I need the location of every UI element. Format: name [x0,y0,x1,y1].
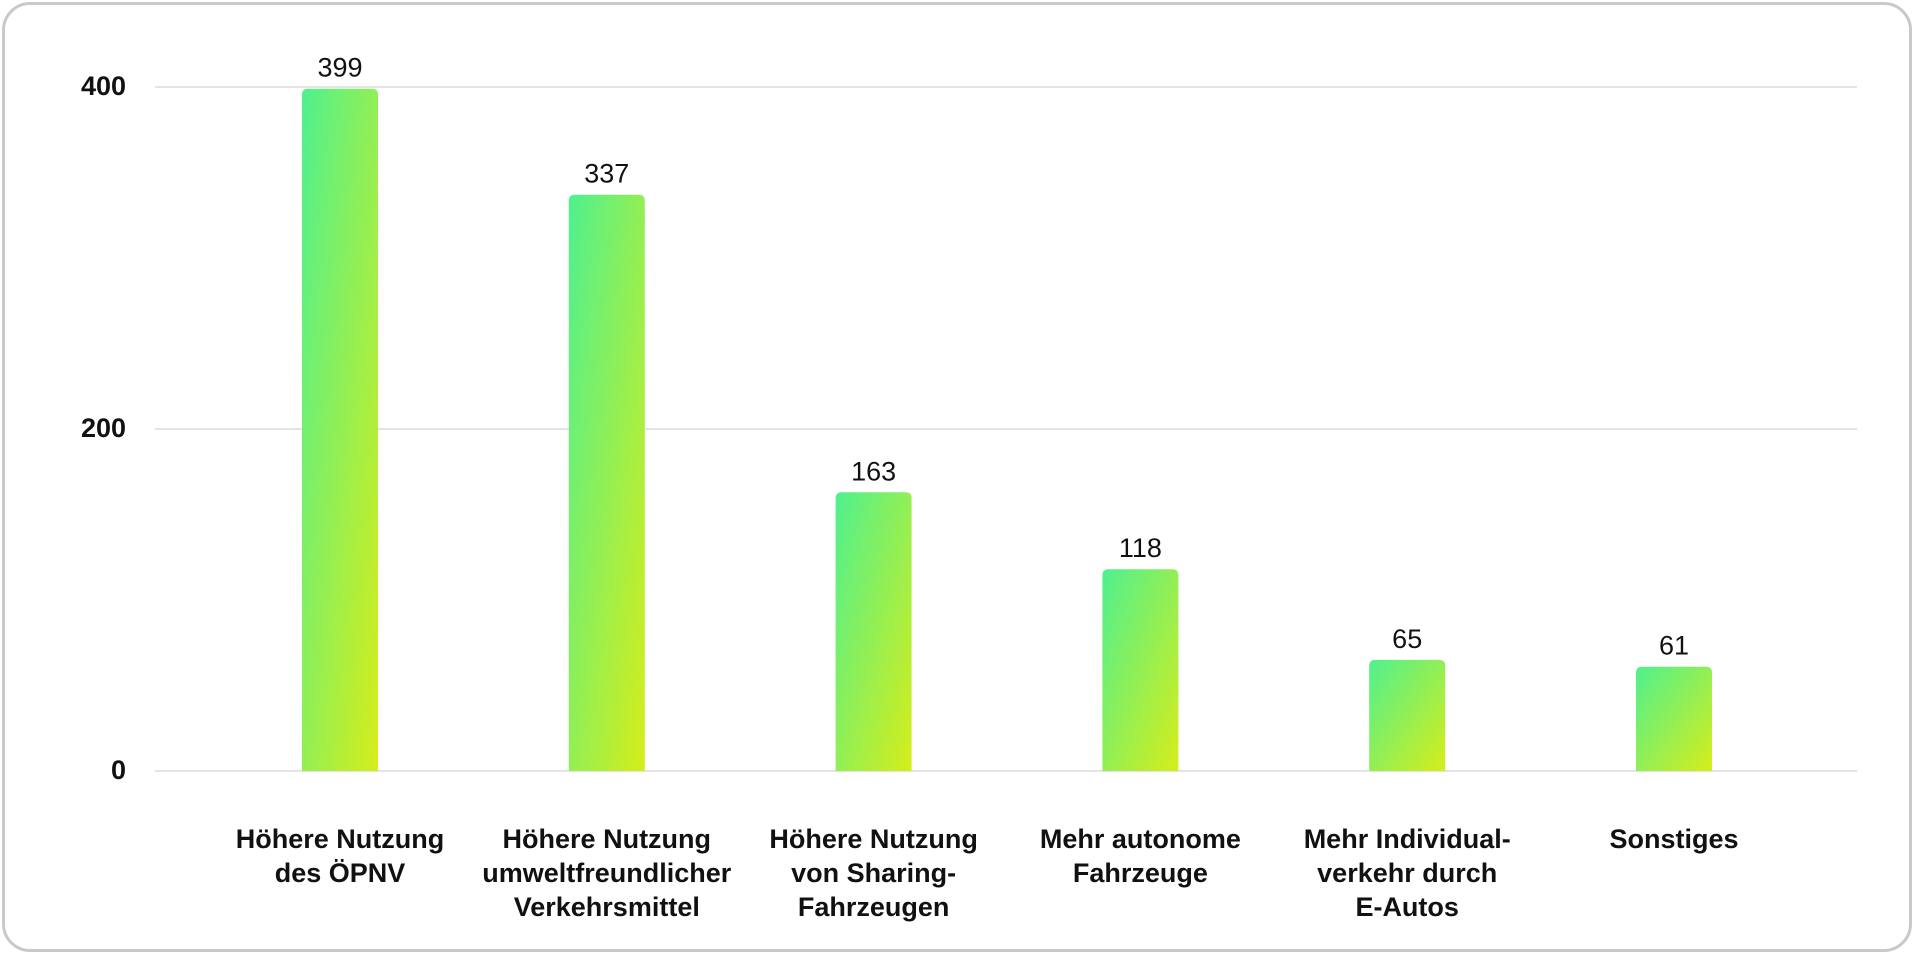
category-label: Höhere Nutzung von Sharing-Fahrzeugen [769,824,978,922]
bar-value-label: 118 [1119,533,1162,563]
category-label: Mehr autonome Fahrzeuge [1040,824,1241,888]
bar-value-label: 61 [1659,631,1689,661]
category-labels: Höhere Nutzung des ÖPNV Höhere Nutzung umwe… [236,824,1739,922]
category-label: Höhere Nutzung umweltfreundlicher Verkehrs… [482,824,732,922]
category-label: Höhere Nutzung des ÖPNV [236,824,445,888]
bars [302,88,1712,772]
category-label: Mehr Individual-verkehr durch E-Autos [1304,824,1511,922]
bar [835,492,912,771]
grid-lines [155,86,1857,772]
bar [1636,666,1712,771]
y-tick-label: 200 [81,413,126,443]
bar-value-label: 163 [851,456,896,486]
bar [302,88,378,771]
bar [568,194,645,772]
y-tick-label: 0 [111,755,126,785]
y-tick-label: 400 [81,71,126,101]
bar-value-label: 65 [1392,624,1422,654]
bar [1102,569,1179,771]
y-axis-tick-labels: 0 200 400 [81,71,126,785]
bar [1369,659,1446,771]
category-label: Sonstiges [1609,824,1738,854]
bar-value-label: 337 [584,159,629,189]
value-labels: 399 337 163 118 65 61 [317,53,1689,661]
bar-value-label: 399 [317,53,362,83]
